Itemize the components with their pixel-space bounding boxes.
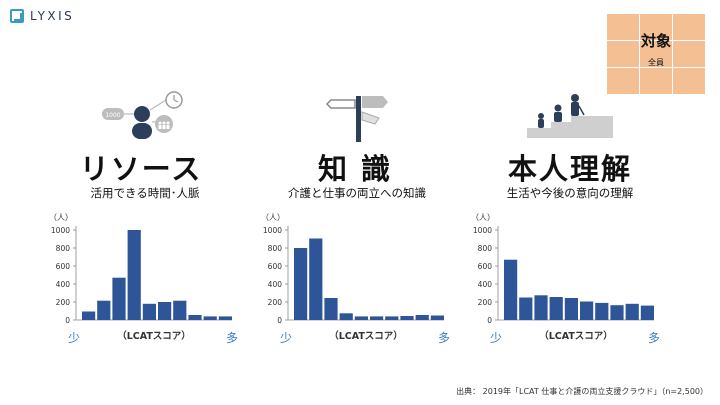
y-tick-label: 600	[478, 262, 493, 271]
bar	[173, 300, 187, 320]
x-axis-high-label: 多	[226, 331, 238, 345]
bar	[354, 316, 368, 320]
bar	[370, 316, 384, 320]
target-subtitle: 全員	[648, 58, 664, 67]
x-axis-high-label: 多	[648, 331, 660, 345]
section-subtitle-resource: 活用できる時間･人脈	[90, 186, 200, 200]
section-title-resource: リソース	[79, 152, 203, 186]
section-title-understanding: 本人理解	[507, 152, 632, 186]
y-tick-label: 0	[277, 316, 282, 325]
signpost-icon	[325, 96, 388, 142]
bar	[504, 259, 518, 320]
bar	[158, 302, 172, 320]
y-tick-label: 200	[478, 298, 493, 307]
bar	[142, 303, 156, 320]
resource-icon: 1000	[102, 91, 183, 139]
bar	[82, 311, 96, 320]
histogram-chart-understanding: （人） 0 200 400 600 800 1000 少 （LCATスコア） 多	[471, 213, 660, 345]
x-axis-title: （LCATスコア）	[329, 330, 403, 342]
bar	[97, 300, 111, 320]
bar	[188, 315, 202, 320]
x-axis-low-label: 少	[280, 331, 292, 345]
bar	[127, 230, 141, 320]
bar	[625, 303, 639, 320]
bar	[534, 295, 548, 321]
histogram-chart-knowledge: （人） 0 200 400 600 800 1000 少 （LCATスコア） 多	[261, 213, 450, 345]
svg-text:1000: 1000	[105, 112, 120, 119]
bar	[339, 313, 353, 321]
y-tick-label: 400	[56, 280, 71, 289]
y-tick-label: 1000	[263, 226, 282, 235]
bar	[595, 302, 609, 320]
y-tick-label: 0	[487, 316, 492, 325]
y-tick-label: 0	[65, 316, 70, 325]
histogram-chart-resource: （人） 0 200 400 600 800 1000 少 （LCATスコア） 多	[49, 213, 238, 345]
bar	[610, 305, 624, 320]
y-tick-label: 200	[268, 298, 283, 307]
y-tick-label: 800	[478, 244, 493, 253]
bar	[564, 298, 578, 320]
bar	[203, 316, 217, 320]
bar	[415, 315, 429, 320]
family-stairs-icon	[527, 94, 613, 138]
bar	[112, 277, 126, 320]
logo-icon	[10, 9, 24, 23]
y-axis-unit: （人）	[261, 213, 285, 222]
y-tick-label: 1000	[51, 226, 70, 235]
target-label: 対象 全員	[607, 14, 705, 68]
y-tick-label: 600	[268, 262, 283, 271]
section-subtitle-knowledge: 介護と仕事の両立への知識	[288, 186, 426, 200]
bar	[385, 316, 399, 320]
bar	[519, 297, 533, 320]
target-grid	[607, 14, 705, 94]
x-axis-title: （LCATスコア）	[539, 330, 613, 342]
y-tick-label: 400	[268, 280, 283, 289]
y-tick-label: 800	[268, 244, 283, 253]
target-title: 対象	[640, 32, 671, 50]
y-axis-unit: （人）	[471, 213, 495, 222]
x-axis-title: （LCATスコア）	[117, 330, 191, 342]
y-tick-label: 1000	[473, 226, 492, 235]
x-axis-high-label: 多	[438, 331, 450, 345]
y-tick-label: 800	[56, 244, 71, 253]
bar	[218, 316, 232, 320]
y-tick-label: 400	[478, 280, 493, 289]
bar	[400, 316, 414, 320]
y-tick-label: 600	[56, 262, 71, 271]
bar	[309, 238, 323, 320]
y-axis-unit: （人）	[49, 213, 73, 222]
bar	[294, 248, 308, 320]
logo-text: LYXIS	[30, 9, 75, 23]
brand-logo: LYXIS	[10, 9, 74, 23]
x-axis-low-label: 少	[68, 331, 80, 345]
source-note: 出典： 2019年「LCAT 仕事と介護の両立支援クラウド」（n=2,500）	[456, 387, 708, 396]
bar	[549, 297, 563, 320]
section-title-knowledge: 知 識	[317, 152, 393, 186]
section-subtitle-understanding: 生活や今後の意向の理解	[506, 186, 634, 200]
bar	[324, 298, 338, 320]
bar	[430, 315, 444, 320]
y-tick-label: 200	[56, 298, 71, 307]
bar	[580, 301, 594, 320]
x-axis-low-label: 少	[490, 331, 502, 345]
bar	[640, 305, 654, 320]
